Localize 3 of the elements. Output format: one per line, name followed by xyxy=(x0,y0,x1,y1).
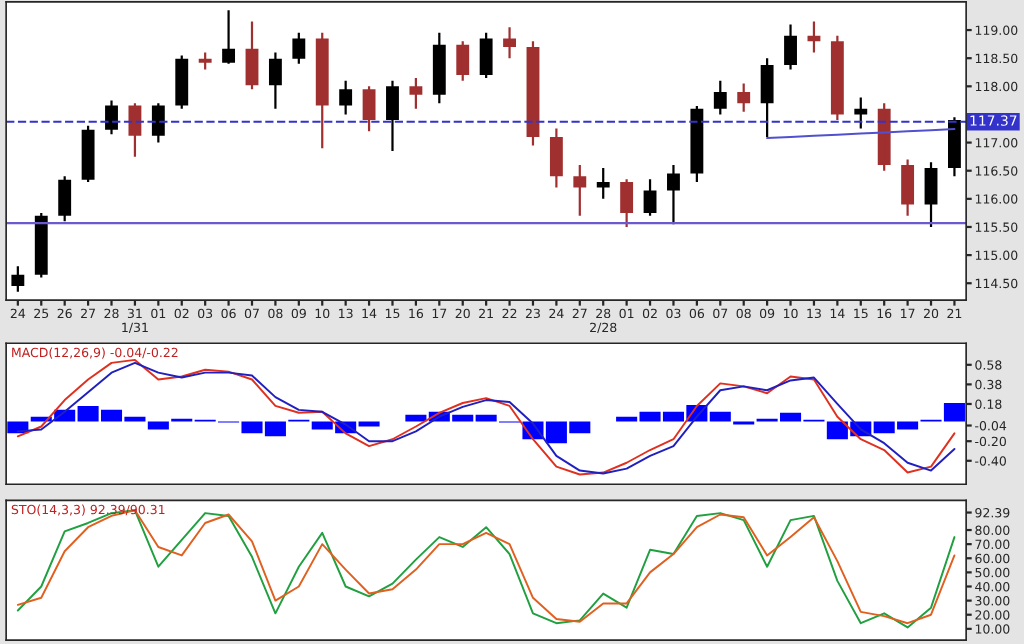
candlestick xyxy=(596,166,610,200)
candlestick xyxy=(409,76,423,110)
candlestick xyxy=(573,163,587,217)
